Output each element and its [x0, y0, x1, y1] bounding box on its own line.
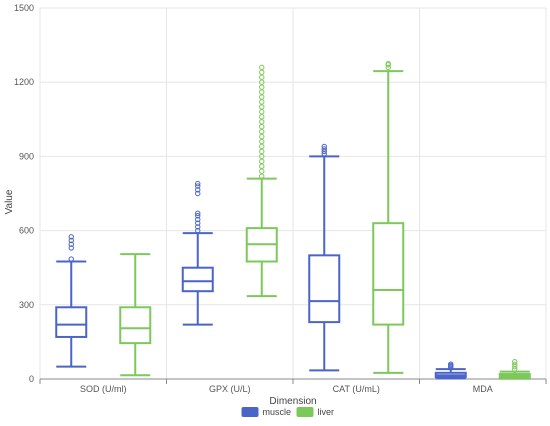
outlier-point — [512, 361, 518, 367]
legend-label-liver: liver — [318, 407, 335, 417]
outlier-point — [259, 99, 265, 105]
outlier-point — [385, 60, 391, 67]
box-series — [55, 60, 531, 380]
box-iqr — [308, 254, 341, 324]
outlier-point — [259, 79, 265, 85]
legend-swatch-liver — [296, 407, 314, 417]
outlier-point — [68, 237, 74, 244]
legend-swatch-muscle — [241, 407, 259, 417]
outlier-point — [259, 128, 265, 135]
y-tick-label: 900 — [19, 151, 34, 161]
box-iqr — [119, 306, 152, 345]
outlier-point — [195, 187, 201, 193]
outlier-point — [68, 234, 74, 240]
outlier-point — [512, 366, 518, 372]
box-iqr — [181, 266, 214, 293]
outlier-point — [195, 216, 201, 223]
box-iqr — [55, 306, 88, 338]
outlier-point — [195, 227, 201, 234]
outlier-point — [321, 146, 327, 152]
outlier-point — [259, 64, 265, 71]
outlier-point — [259, 69, 265, 76]
y-tick-label: 1500 — [14, 3, 34, 13]
x-tick-label: CAT (U/mL) — [333, 384, 380, 394]
outlier-point — [259, 148, 265, 155]
outlier-point — [259, 163, 265, 169]
outlier-point — [259, 104, 265, 110]
outlier-point — [195, 210, 201, 216]
outlier-point — [195, 180, 201, 187]
y-tick-label: 600 — [19, 226, 34, 236]
outlier-point — [321, 151, 327, 157]
y-tick-label: 300 — [19, 300, 34, 310]
outlier-point — [259, 109, 265, 115]
outlier-point — [259, 89, 265, 95]
outlier-point — [68, 256, 74, 262]
outlier-point — [259, 153, 265, 160]
outlier-point — [259, 133, 265, 140]
y-axis-title: Value — [4, 189, 15, 214]
outlier-point — [259, 158, 265, 165]
outlier-point — [259, 84, 265, 90]
outlier-point — [195, 213, 201, 219]
outlier-point — [448, 361, 454, 367]
outlier-point — [259, 74, 265, 80]
outlier-point — [195, 183, 201, 189]
outlier-point — [512, 363, 518, 370]
box-iqr — [372, 222, 405, 326]
outlier-point — [68, 241, 74, 247]
outlier-point — [321, 148, 327, 155]
outlier-point — [321, 143, 327, 150]
outlier-point — [385, 64, 391, 71]
outlier-point — [259, 94, 265, 100]
outlier-point — [259, 138, 265, 145]
outlier-point — [259, 119, 265, 125]
legend-label-muscle: muscle — [263, 407, 292, 417]
outlier-point — [259, 168, 265, 174]
outlier-point — [259, 143, 265, 150]
x-axis-title: Dimension — [269, 396, 316, 407]
outlier-point — [512, 358, 518, 365]
series-liver — [119, 60, 531, 380]
x-tick-label: MDA — [473, 384, 493, 394]
x-tick-label: SOD (U/ml) — [80, 384, 127, 394]
grid-lines — [39, 7, 547, 379]
outlier-point — [195, 220, 201, 226]
outlier-point — [195, 224, 201, 230]
legend: muscle liver — [241, 407, 335, 417]
outlier-point — [68, 245, 74, 251]
outlier-point — [259, 173, 265, 179]
outlier-point — [195, 190, 201, 197]
series-muscle — [55, 143, 467, 380]
y-tick-label: 1200 — [14, 77, 34, 87]
x-tick-label: GPX (U/L) — [209, 384, 251, 394]
y-tick-label: 0 — [29, 374, 34, 384]
axes: 0 300 600 900 1200 1500 SOD (U/ml) GPX (U/L) CAT… — [14, 3, 547, 394]
outlier-point — [259, 124, 265, 130]
outlier-point — [259, 114, 265, 120]
